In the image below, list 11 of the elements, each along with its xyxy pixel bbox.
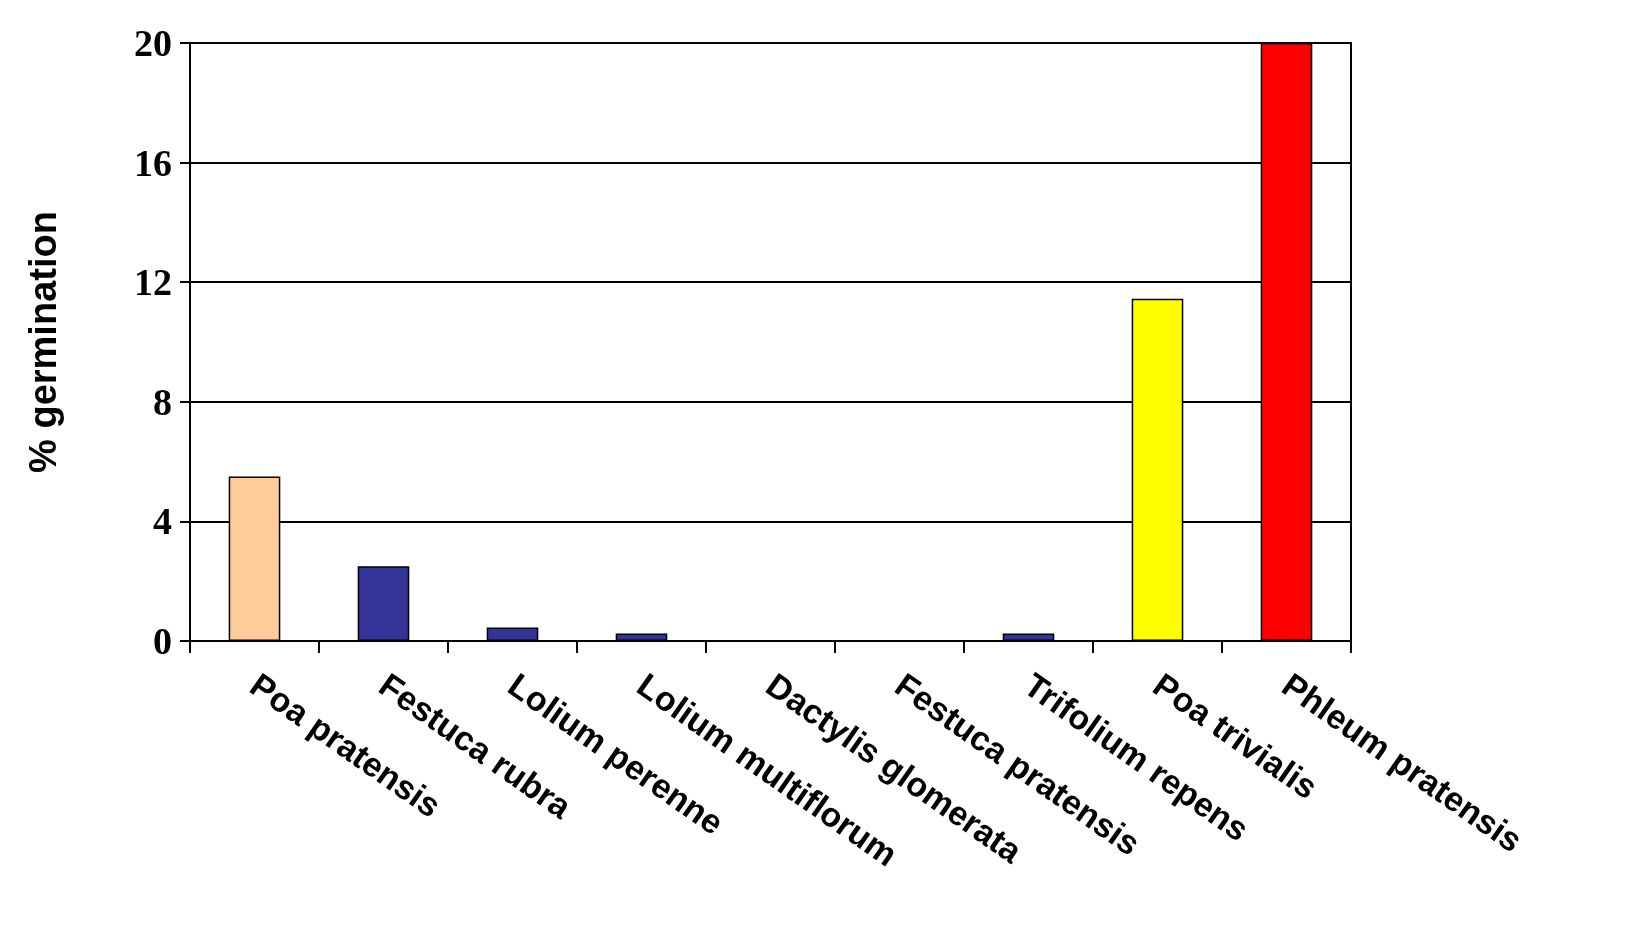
bar — [357, 566, 410, 641]
y-tick-label: 0 — [153, 620, 172, 662]
y-axis-title: % germination — [22, 211, 64, 473]
y-tick-label: 20 — [134, 22, 172, 64]
bar — [615, 633, 668, 641]
bar — [1002, 633, 1055, 641]
y-tick-label: 16 — [134, 141, 172, 184]
y-tick-label: 4 — [153, 500, 172, 543]
y-tick-label: 12 — [134, 261, 172, 304]
y-tick-label: 8 — [153, 380, 172, 423]
bar — [486, 627, 539, 641]
